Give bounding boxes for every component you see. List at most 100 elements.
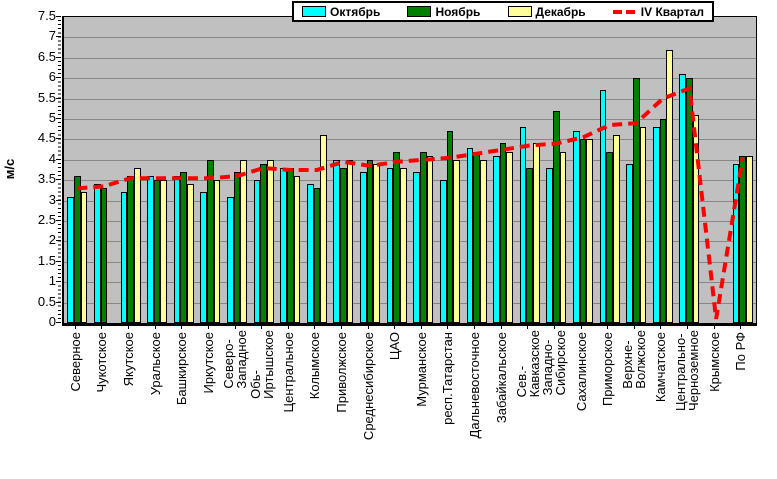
bar-Декабрь-4: [160, 180, 168, 323]
bar-Ноябрь-12: [366, 159, 374, 323]
x-tick-mark: [261, 325, 263, 329]
y-tick-label: 0.5: [37, 293, 56, 309]
bar-Декабрь-13: [400, 167, 407, 323]
x-tick-mark: [340, 325, 342, 329]
x-category-label: Иркутское: [200, 332, 216, 394]
y-tick-label: 1.5: [37, 252, 56, 268]
bar-Октябрь-23: [652, 127, 660, 323]
bar-Декабрь-6: [213, 180, 221, 323]
gridline: [64, 241, 756, 242]
bar-Декабрь-5: [187, 184, 194, 323]
x-category-label: Уральское: [147, 332, 163, 396]
bar-Ноябрь-17: [499, 143, 507, 323]
y-tick-label: 7: [48, 28, 56, 44]
bar-Декабрь-20: [586, 139, 593, 323]
x-category-label: Мурманское: [413, 332, 429, 407]
bar-Ноябрь-8: [260, 163, 267, 323]
bar-Октябрь-19: [546, 167, 554, 323]
legend-dash-swatch: [612, 9, 639, 14]
plot-area: [62, 16, 757, 326]
x-tick-mark: [633, 325, 635, 329]
x-label-anchor: ЦАО: [387, 330, 416, 360]
quarter-average-line: [77, 85, 745, 320]
bar-Декабрь-7: [240, 159, 247, 323]
bar-Октябрь-8: [253, 180, 261, 323]
x-category-label: Приморское: [600, 332, 616, 407]
bar-Декабрь-21: [612, 135, 620, 323]
bar-Декабрь-9: [293, 176, 301, 323]
gridline: [64, 37, 756, 38]
gridline: [64, 303, 756, 304]
y-tick-mark: [56, 322, 61, 323]
bar-Ноябрь-24: [686, 78, 693, 323]
y-tick-mark: [56, 301, 61, 303]
y-tick-mark: [56, 158, 61, 160]
bar-Ноябрь-18: [526, 167, 534, 323]
y-tick-label: 3: [48, 191, 56, 207]
gridline: [64, 221, 756, 222]
bar-Ноябрь-4: [153, 180, 161, 323]
bar-Октябрь-13: [386, 167, 394, 323]
y-tick-mark: [56, 260, 61, 262]
x-category-label: Обь- Иртышское: [247, 330, 276, 399]
x-category-label: Крымское: [706, 332, 722, 392]
x-tick-mark: [553, 325, 555, 329]
x-category-label: Башкирское: [174, 332, 190, 406]
bar-Ноябрь-10: [313, 188, 321, 323]
legend-item: Октябрь: [302, 5, 380, 19]
legend-item-label: Декабрь: [535, 4, 586, 19]
bar-Декабрь-17: [506, 151, 514, 323]
bar-Октябрь-6: [200, 192, 208, 323]
x-category-label: Сахалинское: [573, 332, 589, 412]
gridline: [64, 180, 756, 181]
y-tick-mark: [56, 118, 61, 119]
bar-Октябрь-20: [573, 131, 580, 323]
x-tick-mark: [128, 325, 130, 329]
bar-Октябрь-10: [306, 184, 314, 323]
y-tick-mark: [56, 240, 61, 242]
x-tick-mark: [234, 325, 236, 329]
y-tick-mark: [56, 138, 61, 140]
bar-Ноябрь-20: [579, 139, 587, 323]
bar-Декабрь-22: [639, 127, 647, 323]
x-tick-mark: [367, 325, 369, 329]
x-category-label: По РФ: [733, 332, 749, 371]
gridline: [64, 58, 756, 59]
bar-Декабрь-10: [320, 135, 327, 323]
y-tick-label: 5.5: [37, 89, 56, 105]
gridline: [64, 78, 756, 79]
x-category-label: Верхне- Волжское: [620, 330, 649, 389]
x-tick-mark: [314, 325, 316, 329]
bar-Декабрь-8: [266, 159, 274, 323]
legend-color-swatch: [302, 6, 326, 17]
x-tick-mark: [447, 325, 449, 329]
x-tick-mark: [207, 325, 209, 329]
x-category-label: Забайкальское: [493, 332, 509, 424]
x-tick-mark: [660, 325, 662, 329]
y-axis-minor-ticks: [58, 16, 61, 322]
x-category-label: респ.Татарстан: [440, 332, 456, 425]
y-tick-label: 6.5: [37, 48, 56, 64]
x-tick-mark: [474, 325, 476, 329]
y-tick-mark: [56, 36, 61, 38]
y-tick-mark: [56, 97, 61, 99]
bar-Декабрь-24: [692, 114, 700, 323]
bar-Октябрь-7: [227, 196, 234, 323]
x-category-label: Чукотское: [94, 332, 110, 393]
bar-Декабрь-12: [373, 163, 381, 323]
bar-Ноябрь-19: [553, 110, 560, 323]
x-category-label: Колымское: [307, 332, 323, 400]
bar-Октябрь-24: [679, 74, 687, 323]
legend-color-swatch: [507, 6, 532, 17]
bar-Ноябрь-22: [632, 78, 640, 323]
bar-Декабрь-14: [426, 155, 434, 323]
bar-Октябрь-21: [599, 90, 607, 323]
y-tick-label: 5: [48, 110, 56, 125]
bar-Октябрь-1: [67, 196, 74, 323]
x-tick-mark: [740, 325, 742, 329]
bar-Декабрь-11: [346, 159, 354, 323]
bar-Ноябрь-21: [606, 151, 613, 323]
bar-Октябрь-15: [439, 180, 447, 323]
x-category-label: Камчатское: [653, 332, 669, 403]
